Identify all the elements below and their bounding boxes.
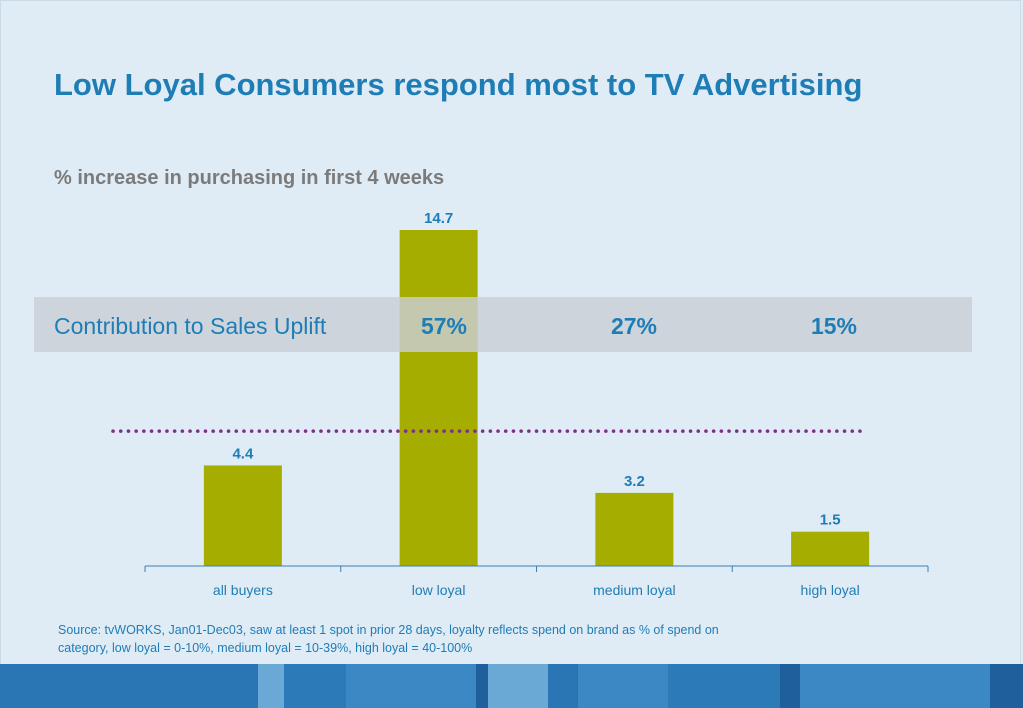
tick-label-medium-loyal: medium loyal	[593, 582, 675, 598]
bar-all-buyers	[203, 465, 282, 566]
data-label-all-buyers: 4.4	[232, 445, 254, 462]
data-label-medium-loyal: 3.2	[624, 473, 645, 490]
chart-subtitle: % increase in purchasing in first 4 week…	[54, 167, 445, 189]
bar-medium-loyal	[595, 492, 674, 566]
data-labels-layer: 4.4 14.7 3.2 1.5	[232, 210, 840, 529]
bar-high-loyal	[791, 531, 870, 566]
uplift-value-high-loyal: 15%	[810, 313, 858, 339]
bar-low-loyal	[399, 230, 478, 566]
data-label-low-loyal: 14.7	[424, 210, 453, 227]
uplift-value-low-loyal: 57%	[420, 313, 468, 339]
tick-label-high-loyal: high loyal	[801, 582, 860, 598]
data-label-high-loyal: 1.5	[820, 512, 841, 529]
tick-label-all-buyers: all buyers	[213, 582, 273, 598]
page-title: Low Loyal Consumers respond most to TV A…	[54, 67, 863, 102]
uplift-value-medium-loyal: 27%	[610, 313, 658, 339]
sales-uplift-band: Contribution to Sales Uplift 57% 27% 15%	[34, 297, 972, 352]
source-note: Source: tvWORKS, Jan01-Dec03, saw at lea…	[58, 623, 719, 655]
x-axis: all buyers low loyal medium loyal high loya…	[144, 565, 929, 598]
sales-uplift-label: Contribution to Sales Uplift	[54, 313, 327, 339]
bars-layer	[203, 230, 870, 566]
tick-label-low-loyal: low loyal	[412, 582, 466, 598]
footer-stripe	[0, 664, 1023, 708]
